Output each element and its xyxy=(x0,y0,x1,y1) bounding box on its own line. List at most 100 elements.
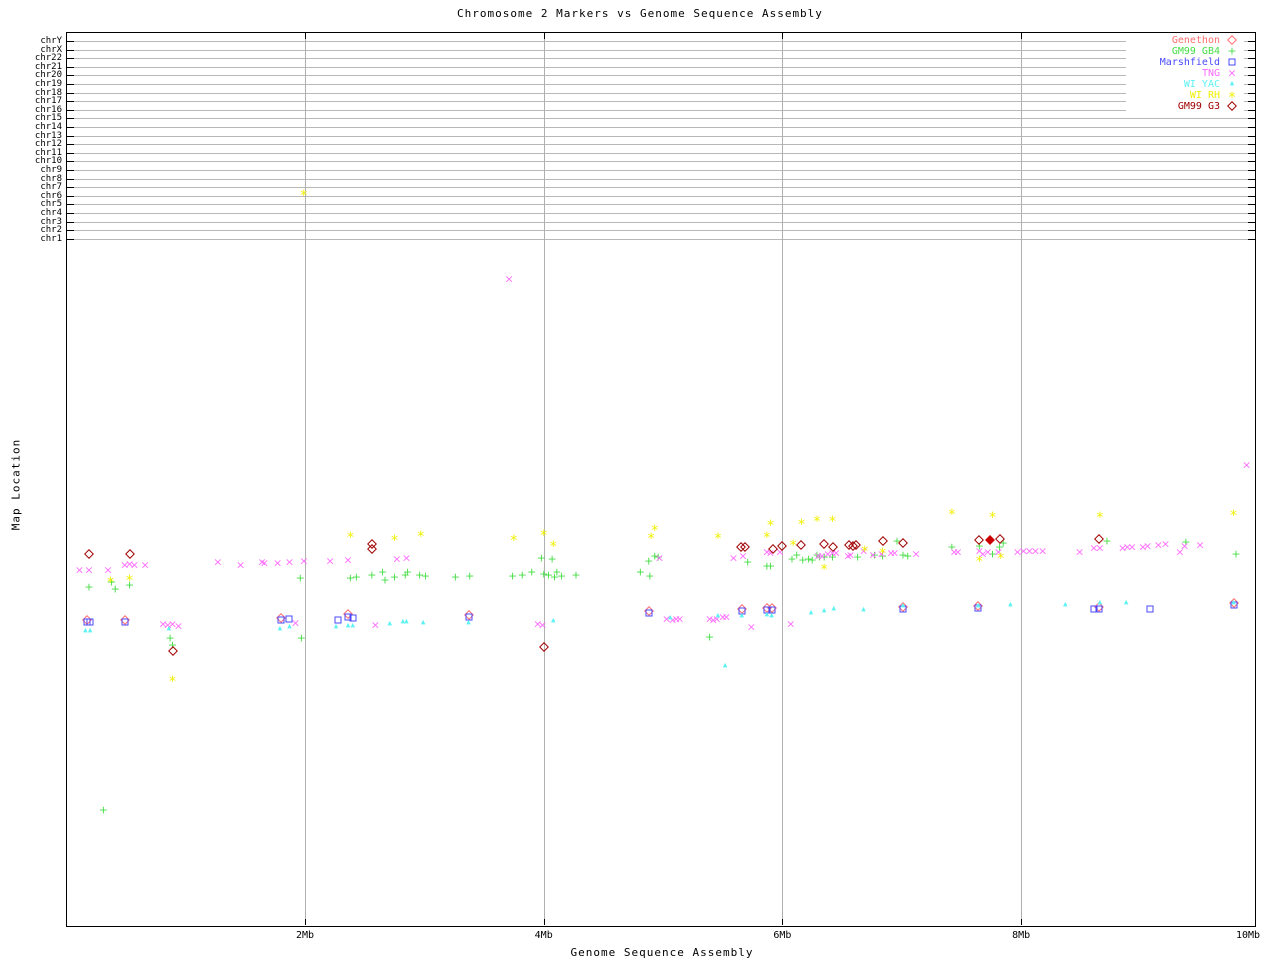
marker-gm99-gb4: + xyxy=(852,550,863,564)
y-tick-right xyxy=(1248,230,1255,232)
y-tick-right xyxy=(1248,84,1255,85)
marker-tng: × xyxy=(721,610,731,624)
y-tick-left xyxy=(67,135,74,137)
marker-tng: × xyxy=(370,618,381,632)
marker-gm99-gb4: + xyxy=(84,580,94,594)
marker-wi-yac: ▴ xyxy=(287,621,292,632)
marker-wi-yac: ▴ xyxy=(83,625,88,636)
marker-tng: × xyxy=(129,558,139,572)
gridline-chr5 xyxy=(74,204,1248,206)
gridline-chr20 xyxy=(74,75,1248,77)
marker-tng: × xyxy=(299,554,309,568)
marker-tng: × xyxy=(290,616,301,630)
legend-item-wi-rh: WI RH * xyxy=(1126,90,1244,105)
gridline-chrY xyxy=(74,41,1248,42)
marker-tng: × xyxy=(868,548,878,562)
marker-gm99-gb4: + xyxy=(377,565,388,579)
marker-tng: × xyxy=(163,618,173,632)
marker-gm99-gb4: + xyxy=(892,534,902,548)
x-gridline-2Mb xyxy=(305,33,306,925)
y-tick-right xyxy=(1248,101,1255,103)
y-tick-left xyxy=(67,118,74,120)
marker-gm99-gb4: + xyxy=(345,571,355,585)
marker-marshfield xyxy=(1230,601,1238,609)
marker-gm99-gb4: + xyxy=(536,551,546,565)
marker-gm99-gb4: + xyxy=(995,540,1005,554)
marker-tng: × xyxy=(1037,544,1048,558)
marker-tng: × xyxy=(738,549,748,563)
gridline-chr19 xyxy=(74,84,1248,85)
y-tick-right xyxy=(1248,152,1255,154)
marker-tng: × xyxy=(1175,545,1185,559)
marker-marshfield xyxy=(974,604,982,612)
y-tick-left xyxy=(67,92,74,94)
marker-tng: × xyxy=(284,555,295,569)
marker-wi-yac: ▴ xyxy=(715,610,721,621)
y-tick-label-chr6: chr6 xyxy=(40,190,62,201)
marker-marshfield xyxy=(349,614,357,622)
marker-wi-rh: * xyxy=(300,188,308,204)
gridline-chr8 xyxy=(74,178,1248,180)
legend-item-genethon: Genethon xyxy=(1126,35,1244,46)
marker-gm99-gb4: + xyxy=(743,555,753,569)
y-tick-right xyxy=(1248,161,1255,163)
marker-wi-yac: ▴ xyxy=(831,603,836,614)
y-tick-label-chr8: chr8 xyxy=(40,173,62,184)
y-tick-left xyxy=(67,213,74,214)
gridline-chr9 xyxy=(74,170,1248,171)
marker-tng: × xyxy=(257,555,267,569)
y-tick-left xyxy=(67,152,74,154)
legend-label: WI YAC xyxy=(1183,78,1220,90)
marker-gm99-gb4: + xyxy=(367,568,377,582)
x-axis-title: Genome Sequence Assembly xyxy=(570,946,754,959)
marker-wi-rh: * xyxy=(169,674,177,690)
marker-tng: × xyxy=(504,272,514,286)
y-tick-left xyxy=(67,170,74,171)
marker-wi-yac: ▴ xyxy=(1097,597,1103,608)
marker-gm99-gb4: + xyxy=(819,550,829,564)
marker-tng: × xyxy=(708,613,718,627)
y-tick-label-chrY: chrY xyxy=(40,36,62,46)
marker-gm99-gb4: + xyxy=(704,630,715,644)
marker-wi-yac: ▴ xyxy=(404,616,409,627)
marker-wi-rh: * xyxy=(988,510,996,526)
marker-gm99-gb4: + xyxy=(645,569,655,583)
x-gridline-4Mb xyxy=(543,33,545,925)
marker-wi-yac: ▴ xyxy=(722,660,728,671)
y-tick-label-chr12: chr12 xyxy=(34,139,62,150)
y-tick-label-chr7: chr7 xyxy=(40,182,62,193)
marker-tng: × xyxy=(213,555,223,569)
y-tick-label-chr10: chr10 xyxy=(34,156,62,167)
marker-tng: × xyxy=(775,545,785,559)
gridline-chr11 xyxy=(74,152,1248,154)
marker-gm99-gb4: + xyxy=(1102,534,1112,548)
marker-tng: × xyxy=(84,563,94,577)
marker-gm99-gb4: + xyxy=(765,559,776,573)
marker-gm99-gb4: + xyxy=(556,569,567,583)
marker-wi-rh: * xyxy=(1096,510,1104,526)
x-tick-label-6Mb: 6Mb xyxy=(773,930,792,941)
marker-gm99-gb4: + xyxy=(403,565,413,579)
x-gridline-8Mb xyxy=(1021,33,1023,925)
y-tick-right xyxy=(1248,144,1255,146)
marker-gm99-gb4: + xyxy=(165,631,175,645)
marker-tng: × xyxy=(173,619,184,633)
marker-gm99-gb4: + xyxy=(903,549,913,563)
x-tick-bottom xyxy=(543,919,545,925)
marker-wi-rh: * xyxy=(820,562,828,578)
marker-tng: × xyxy=(1117,541,1128,555)
marker-gm99-gb4: + xyxy=(552,565,562,579)
legend-label: Marshfield xyxy=(1159,56,1220,68)
y-tick-right xyxy=(1248,170,1255,171)
marker-tng: × xyxy=(978,547,988,561)
marker-wi-yac: ▴ xyxy=(861,604,866,615)
marker-tng: × xyxy=(858,544,869,558)
marker-tng: × xyxy=(1074,545,1085,559)
marker-tng: × xyxy=(718,610,728,624)
marker-wi-rh: * xyxy=(797,517,805,533)
y-tick-label-chr21: chr21 xyxy=(34,61,62,72)
chart-title: Chromosome 2 Markers vs Genome Sequence … xyxy=(457,7,823,20)
marker-marshfield xyxy=(83,618,91,626)
marker-wi-yac: ▴ xyxy=(277,623,283,634)
marker-marshfield xyxy=(738,607,746,615)
